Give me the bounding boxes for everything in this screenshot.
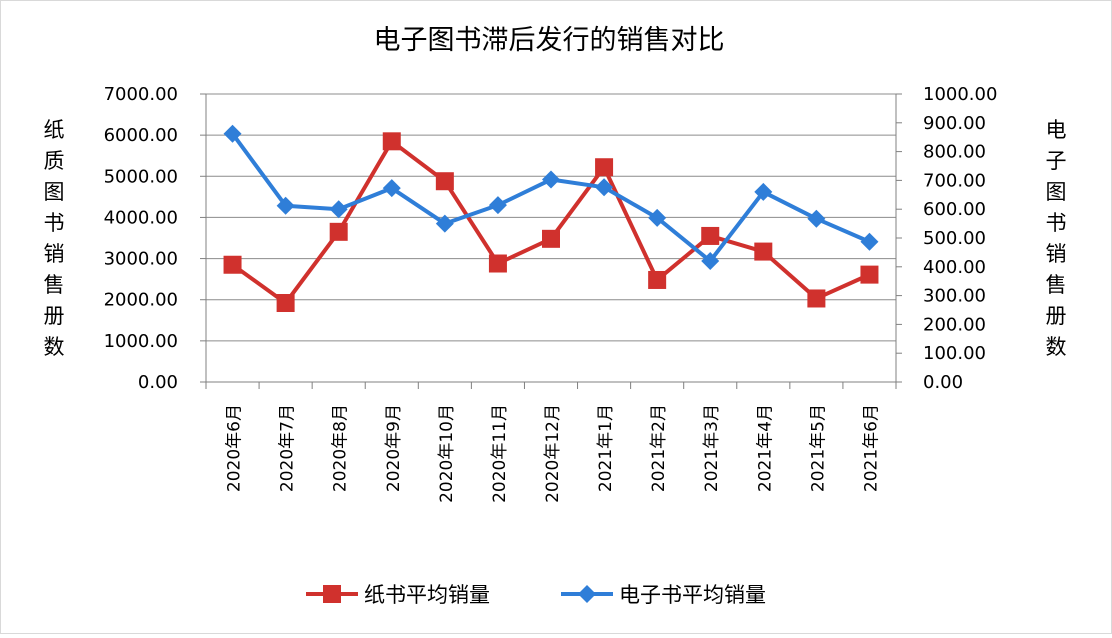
right-axis-label-char: 售 [1046, 273, 1067, 297]
left-axis-label-char: 图 [44, 180, 65, 204]
right-tick-label: 600.00 [923, 199, 986, 220]
right-tick-label: 0.00 [923, 372, 963, 393]
series-2-point [542, 170, 560, 189]
right-tick-label: 800.00 [923, 142, 986, 163]
series-1-point [595, 158, 614, 177]
legend-label-2: 电子书平均销量 [619, 583, 766, 607]
series-2-point [276, 196, 295, 215]
legend: 纸书平均销量 电子书平均销量 [306, 583, 766, 607]
series-1-point [807, 289, 826, 308]
x-tick-label: 2020年6月 [225, 404, 245, 492]
legend-marker-1 [323, 585, 341, 603]
right-axis-label-char: 册 [1046, 304, 1067, 328]
right-axis-label-char: 书 [1046, 211, 1067, 235]
series-1-point [648, 270, 667, 289]
left-axis-ticks: 0.00 1000.00 2000.00 3000.00 4000.00 5000.00 6… [104, 84, 206, 393]
chart-title: 电子图书滞后发行的销售对比 [374, 25, 725, 56]
series-2-point [595, 178, 614, 197]
left-axis-label-char: 册 [44, 304, 65, 328]
right-axis-label-char: 图 [1046, 180, 1067, 204]
left-axis-label-char: 纸 [44, 118, 65, 142]
series-2-point [223, 124, 242, 143]
legend-label-1: 纸书平均销量 [364, 583, 490, 607]
right-tick-label: 400.00 [923, 257, 986, 278]
right-tick-label: 900.00 [923, 113, 986, 134]
series-2-point [807, 209, 826, 228]
left-tick-label: 6000.00 [104, 125, 178, 146]
series-2-point [382, 179, 401, 198]
legend-marker-2 [578, 585, 596, 603]
right-tick-label: 500.00 [923, 228, 986, 249]
x-tick-label: 2020年8月 [331, 404, 351, 492]
series-2-point [754, 182, 773, 201]
series-2-point [435, 214, 454, 233]
right-tick-label: 300.00 [923, 286, 986, 307]
x-tick-label: 2021年3月 [702, 404, 722, 492]
gridlines [206, 93, 896, 342]
right-axis-label-char: 数 [1046, 335, 1067, 359]
left-axis-label-char: 销 [44, 242, 65, 266]
x-tick-label: 2020年9月 [384, 404, 404, 492]
left-tick-label: 1000.00 [104, 331, 178, 352]
series-1-point [860, 265, 879, 284]
x-tick-label: 2020年12月 [543, 404, 563, 503]
left-tick-label: 7000.00 [104, 84, 178, 105]
series-1-point [276, 294, 295, 313]
left-axis-label-char: 数 [44, 335, 65, 359]
series-2-point [860, 232, 879, 251]
right-tick-label: 100.00 [923, 343, 986, 364]
series-1-point [329, 222, 348, 241]
right-axis-label-char: 子 [1046, 149, 1067, 173]
x-axis-labels: 2020年6月 2020年7月 2020年8月 2020年9月 2020年10月 2020… [225, 404, 882, 503]
right-tick-label: 700.00 [923, 170, 986, 191]
series-2-point [701, 252, 720, 271]
series-2-point [648, 208, 667, 227]
x-tick-label: 2020年10月 [437, 404, 457, 503]
series-1-point [488, 254, 507, 273]
x-tick-label: 2021年2月 [649, 404, 669, 492]
right-tick-label: 1000.00 [923, 84, 997, 105]
series-1-point [542, 229, 560, 248]
right-axis-label-char: 销 [1046, 242, 1067, 266]
series-1-point [435, 172, 454, 191]
right-axis-ticks: 0.00 100.00 200.00 300.00 400.00 500.00 600.00… [896, 84, 997, 393]
left-axis-label-char: 书 [44, 211, 65, 235]
series-2-point [488, 196, 507, 215]
series-1-point [701, 226, 720, 245]
right-tick-label: 200.00 [923, 314, 986, 335]
left-tick-label: 2000.00 [104, 290, 178, 311]
x-tick-label: 2021年5月 [808, 404, 828, 492]
right-axis-label-char: 电 [1046, 118, 1067, 142]
x-tick-label: 2020年11月 [490, 404, 510, 503]
series-1-point [382, 132, 401, 151]
left-axis-label-char: 质 [44, 149, 65, 173]
left-tick-label: 5000.00 [104, 166, 178, 187]
x-tick-label: 2021年1月 [596, 404, 616, 492]
series-1-point [754, 242, 773, 261]
series-1-point [223, 255, 242, 274]
series-layer [223, 124, 879, 313]
left-tick-label: 3000.00 [104, 249, 178, 270]
series-line-1 [231, 139, 871, 306]
x-tick-label: 2021年4月 [755, 404, 775, 492]
left-tick-label: 4000.00 [104, 207, 178, 228]
left-tick-label: 0.00 [138, 372, 178, 393]
x-tick-label: 2020年7月 [278, 404, 298, 492]
series-2-point [329, 200, 348, 219]
x-tick-label: 2021年6月 [861, 404, 881, 492]
left-axis-label-char: 售 [44, 273, 65, 297]
